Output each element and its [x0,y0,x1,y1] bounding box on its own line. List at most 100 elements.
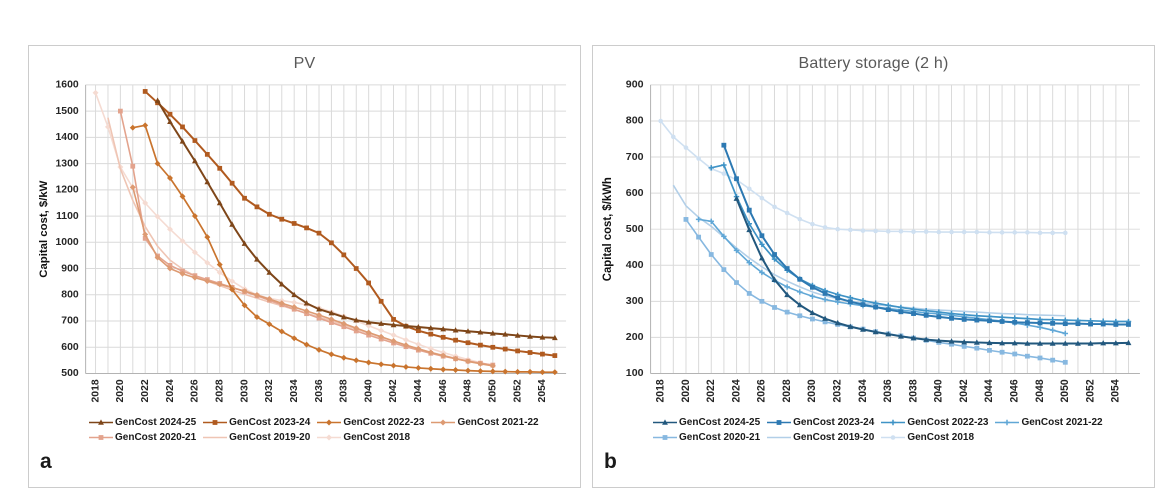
x-tick-label: 2034 [858,379,869,402]
legend-pv: GenCost 2024-25 GenCost 2023-24 GenCost 20… [29,417,580,443]
y-tick-label: 200 [626,332,644,343]
legend-marker-icon [653,435,677,440]
y-tick-label: 1200 [56,185,79,196]
legend-marker-icon [767,436,792,439]
legend-item: GenCost 2023-24 [203,417,310,428]
y-tick-label: 1600 [56,80,79,91]
y-axis-title: Capital cost, $/kWh [602,177,614,281]
legend-label: GenCost 2020-21 [115,432,197,443]
series-line [698,218,1066,335]
legend-item: GenCost 2019-20 [767,432,874,443]
x-tick-label: 2022 [706,379,717,402]
x-tick-label: 2042 [388,379,399,402]
legend-marker-icon [317,434,342,441]
legend-label: GenCost 2018 [907,432,975,443]
x-tick-label: 2046 [1009,379,1020,402]
legend-marker-icon [203,436,228,439]
x-tick-label: 2018 [655,379,666,402]
x-tick-label: 2052 [1085,379,1096,402]
y-tick-label: 1100 [56,211,79,222]
x-tick-label: 2042 [959,379,970,402]
series-line [132,186,493,367]
x-tick-label: 2022 [140,379,151,402]
x-tick-label: 2028 [214,379,225,402]
legend-marker-icon [995,419,1020,426]
x-tick-label: 2044 [413,379,424,402]
panel-letter-a: a [40,450,52,473]
pv-plot-area: 500 600 700 800 900 1000 1100 1200 1300 1400 1500 1… [38,80,567,402]
x-tick-label: 2054 [1111,379,1122,402]
legend-marker-icon [881,435,906,440]
legend-label: GenCost 2024-25 [679,417,761,428]
series-line [672,184,1066,317]
legend-item: GenCost 2024-25 [89,417,196,428]
y-tick-label: 600 [626,188,644,199]
y-tick-label: 700 [61,316,79,327]
x-tick-label: 2020 [115,379,126,402]
legend-item: GenCost 2020-21 [653,432,760,443]
legend-item: GenCost 2022-23 [317,417,424,428]
legend-item: GenCost 2020-21 [89,432,196,443]
legend-label: GenCost 2023-24 [229,417,311,428]
y-tick-label: 100 [626,368,644,379]
legend-item: GenCost 2023-24 [767,417,874,428]
y-tick-label: 700 [626,152,644,163]
legend-marker-icon [881,419,906,426]
legend-label: GenCost 2024-25 [115,417,197,428]
series-line [144,90,555,357]
x-tick-label: 2036 [314,379,325,402]
x-tick-label: 2050 [488,379,499,402]
chart-panel-battery: Battery storage (2 h) 100 200 300 400 500 600… [592,45,1155,488]
x-tick-label: 2024 [731,379,742,402]
y-tick-label: 900 [626,80,644,91]
y-tick-label: 1400 [56,132,79,143]
x-tick-label: 2024 [165,379,176,402]
y-tick-label: 600 [61,342,79,353]
legend-label: GenCost 2019-20 [229,432,311,443]
legend-label: GenCost 2018 [343,432,411,443]
y-tick-label: 1500 [56,106,79,117]
y-tick-label: 900 [61,263,79,274]
legend-item: GenCost 2018 [317,432,410,443]
x-tick-label: 2032 [832,379,843,402]
x-tick-label: 2018 [90,379,101,402]
legend-label: GenCost 2022-23 [907,417,989,428]
legend-marker-icon [767,420,792,425]
legend-marker-icon [89,419,113,425]
y-tick-label: 500 [626,224,644,235]
x-tick-label: 2050 [1060,379,1071,402]
legend-label: GenCost 2023-24 [793,417,875,428]
x-tick-label: 2036 [883,379,894,402]
x-tick-label: 2040 [934,379,945,402]
legend-label: GenCost 2022-23 [343,417,425,428]
legend-item: GenCost 2024-25 [653,417,760,428]
x-tick-label: 2048 [1035,379,1046,402]
legend-marker-icon [653,419,677,425]
x-tick-label: 2046 [438,379,449,402]
legend-item: GenCost 2021-22 [431,417,539,428]
y-tick-label: 1300 [56,158,79,169]
y-axis-title: Capital cost, $/kW [38,180,50,277]
legend-item: GenCost 2021-22 [995,417,1103,428]
chart-title-battery: Battery storage (2 h) [798,55,949,72]
legend-marker-icon [431,419,456,426]
x-tick-label: 2048 [463,379,474,402]
legend-item: GenCost 2022-23 [881,417,988,428]
x-tick-label: 2040 [363,379,374,402]
legend-item: GenCost 2018 [881,432,974,443]
y-tick-label: 500 [61,368,79,379]
legend-item: GenCost 2019-20 [203,432,310,443]
x-tick-label: 2054 [537,379,548,402]
x-tick-label: 2038 [339,379,350,402]
x-tick-label: 2032 [264,379,275,402]
legend-marker-icon [317,419,342,426]
series-line [711,164,1129,323]
y-tick-label: 800 [61,290,79,301]
x-tick-label: 2052 [512,379,523,402]
legend-marker-icon [203,420,228,425]
legend-marker-icon [89,435,113,440]
x-tick-label: 2026 [190,379,201,402]
y-tick-label: 300 [626,296,644,307]
chart-title-pv: PV [293,55,316,72]
